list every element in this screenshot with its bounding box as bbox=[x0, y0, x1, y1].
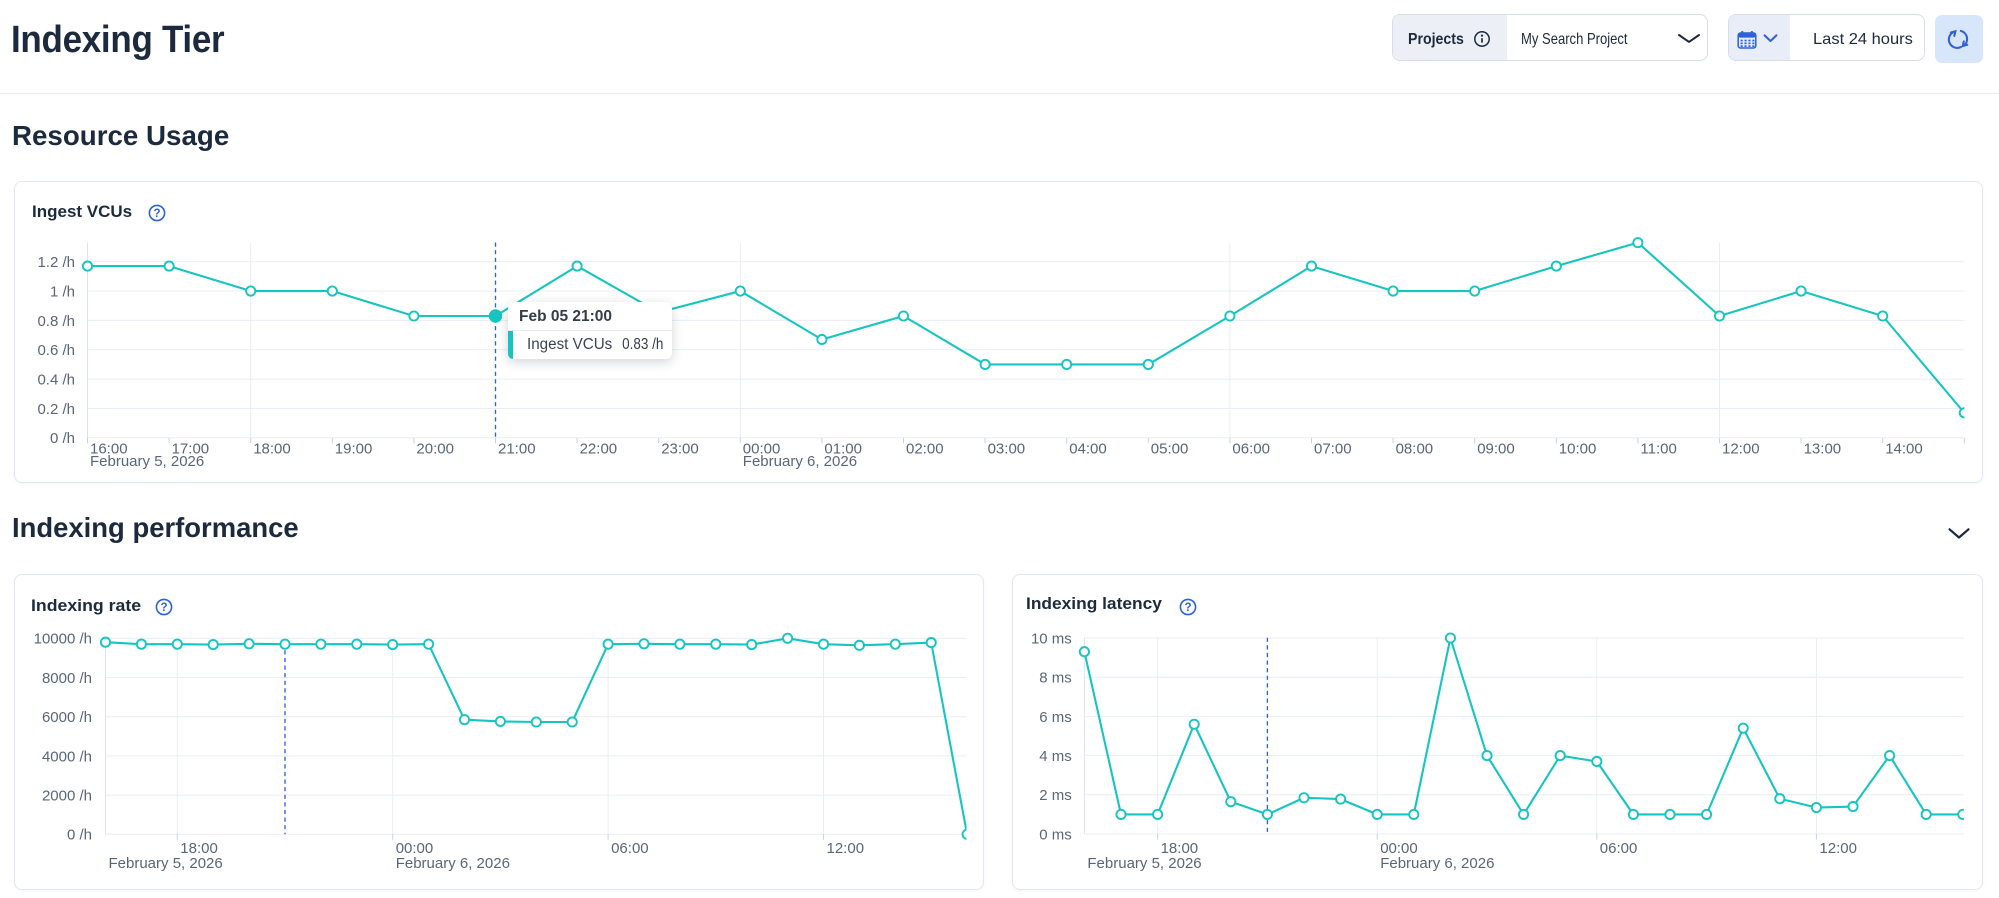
svg-text:08:00: 08:00 bbox=[1396, 440, 1434, 457]
svg-text:16:00: 16:00 bbox=[90, 440, 128, 457]
svg-text:11:00: 11:00 bbox=[1640, 440, 1676, 457]
svg-text:10:00: 10:00 bbox=[1559, 440, 1597, 457]
svg-text:0.2 /h: 0.2 /h bbox=[37, 401, 75, 418]
svg-text:12:00: 12:00 bbox=[827, 840, 865, 857]
svg-text:20:00: 20:00 bbox=[416, 440, 454, 457]
svg-text:4000 /h: 4000 /h bbox=[42, 748, 92, 765]
svg-text:2000 /h: 2000 /h bbox=[42, 788, 92, 805]
svg-text:0 /h: 0 /h bbox=[50, 430, 75, 447]
svg-text:10 ms: 10 ms bbox=[1031, 630, 1072, 647]
svg-text:2 ms: 2 ms bbox=[1039, 787, 1072, 804]
svg-text:18:00: 18:00 bbox=[1161, 840, 1199, 857]
svg-text:?: ? bbox=[153, 208, 160, 220]
svg-text:06:00: 06:00 bbox=[611, 840, 649, 857]
svg-text:18:00: 18:00 bbox=[180, 840, 218, 857]
svg-text:17:00: 17:00 bbox=[172, 440, 210, 457]
svg-text:06:00: 06:00 bbox=[1600, 840, 1638, 857]
svg-text:01:00: 01:00 bbox=[824, 440, 862, 457]
svg-text:4 ms: 4 ms bbox=[1039, 748, 1072, 765]
svg-text:12:00: 12:00 bbox=[1722, 440, 1760, 457]
svg-text:00:00: 00:00 bbox=[743, 440, 781, 457]
svg-text:?: ? bbox=[1184, 602, 1191, 614]
svg-text:21:00: 21:00 bbox=[498, 440, 536, 457]
svg-text:03:00: 03:00 bbox=[988, 440, 1026, 457]
svg-text:12:00: 12:00 bbox=[1819, 840, 1857, 857]
svg-text:February 5, 2026: February 5, 2026 bbox=[90, 453, 204, 470]
svg-text:18:00: 18:00 bbox=[253, 440, 291, 457]
svg-text:22:00: 22:00 bbox=[580, 440, 618, 457]
svg-text:February 6, 2026: February 6, 2026 bbox=[396, 855, 510, 872]
svg-text:February 6, 2026: February 6, 2026 bbox=[743, 453, 857, 470]
svg-text:00:00: 00:00 bbox=[396, 840, 434, 857]
svg-text:6 ms: 6 ms bbox=[1039, 709, 1072, 726]
svg-text:06:00: 06:00 bbox=[1232, 440, 1270, 457]
svg-text:02:00: 02:00 bbox=[906, 440, 944, 457]
svg-text:8 ms: 8 ms bbox=[1039, 670, 1072, 687]
svg-text:8000 /h: 8000 /h bbox=[42, 670, 92, 687]
svg-text:0.4 /h: 0.4 /h bbox=[37, 372, 75, 389]
svg-text:0.6 /h: 0.6 /h bbox=[37, 342, 75, 359]
svg-text:?: ? bbox=[160, 602, 167, 614]
svg-text:February 6, 2026: February 6, 2026 bbox=[1380, 855, 1494, 872]
svg-text:07:00: 07:00 bbox=[1314, 440, 1352, 457]
svg-text:09:00: 09:00 bbox=[1477, 440, 1515, 457]
svg-text:0 /h: 0 /h bbox=[67, 827, 92, 844]
svg-text:0 ms: 0 ms bbox=[1039, 826, 1072, 843]
svg-text:19:00: 19:00 bbox=[335, 440, 373, 457]
svg-text:04:00: 04:00 bbox=[1069, 440, 1107, 457]
svg-text:February 5, 2026: February 5, 2026 bbox=[1087, 855, 1201, 872]
svg-text:February 5, 2026: February 5, 2026 bbox=[109, 855, 223, 872]
svg-text:23:00: 23:00 bbox=[661, 440, 699, 457]
svg-text:0.8 /h: 0.8 /h bbox=[37, 313, 75, 330]
svg-text:1.2 /h: 1.2 /h bbox=[37, 254, 75, 271]
svg-text:10000 /h: 10000 /h bbox=[34, 631, 92, 648]
svg-text:1 /h: 1 /h bbox=[50, 283, 75, 300]
svg-text:05:00: 05:00 bbox=[1151, 440, 1189, 457]
svg-text:6000 /h: 6000 /h bbox=[42, 709, 92, 726]
svg-text:14:00: 14:00 bbox=[1885, 440, 1923, 457]
svg-text:13:00: 13:00 bbox=[1804, 440, 1842, 457]
svg-text:00:00: 00:00 bbox=[1380, 840, 1418, 857]
